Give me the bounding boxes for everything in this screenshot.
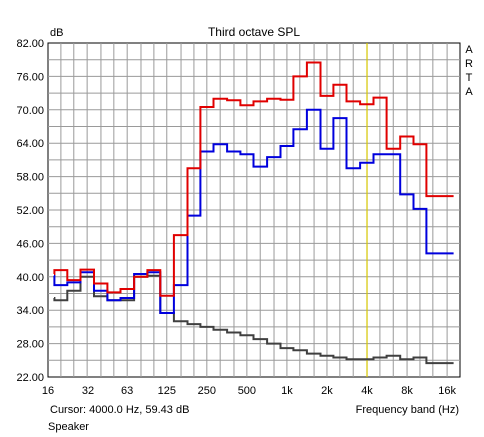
x-tick-label: 8k: [401, 385, 413, 397]
y-tick-label: 58.00: [16, 172, 44, 184]
y-tick-label: 76.00: [16, 71, 44, 83]
y-tick-label: 34.00: [16, 305, 44, 317]
chart-title: Third octave SPL: [208, 25, 300, 39]
watermark-letter: A: [465, 86, 473, 98]
y-tick-label: 52.00: [16, 205, 44, 217]
y-tick-label: 82.00: [16, 38, 44, 50]
grid: [48, 43, 460, 377]
x-tick-label: 250: [198, 385, 216, 397]
x-tick-label: 2k: [321, 385, 333, 397]
x-tick-label: 125: [158, 385, 176, 397]
cursor-readout: Cursor: 4000.0 Hz, 59.43 dB: [50, 404, 189, 416]
y-axis-label: dB: [50, 27, 63, 39]
x-tick-label: 16: [42, 385, 54, 397]
x-axis-label: Frequency band (Hz): [356, 404, 459, 416]
watermark-letter: T: [466, 72, 473, 84]
x-tick-label: 1k: [281, 385, 293, 397]
watermark-letter: A: [465, 44, 473, 56]
y-tick-label: 64.00: [16, 138, 44, 150]
watermark-letter: R: [465, 58, 473, 70]
series-line: [53, 108, 454, 314]
x-tick-label: 16k: [438, 385, 456, 397]
y-tick-label: 70.00: [16, 105, 44, 117]
channel-label: Speaker: [48, 421, 89, 433]
x-tick-label: 63: [121, 385, 133, 397]
x-tick-labels: 16 32 63 125 250 500 1k 2k 4k 8k 16k: [42, 385, 457, 397]
x-tick-label: 500: [238, 385, 256, 397]
y-tick-label: 40.00: [16, 272, 44, 284]
series-layer: [53, 61, 454, 365]
x-tick-label: 4k: [361, 385, 373, 397]
y-tick-labels: 82.00 76.00 70.00 64.00 58.00 52.00 46.00 40.00…: [16, 38, 44, 384]
series-line: [53, 61, 454, 297]
x-tick-label: 32: [82, 385, 94, 397]
y-tick-label: 28.00: [16, 339, 44, 351]
y-tick-label: 22.00: [16, 372, 44, 384]
y-tick-label: 46.00: [16, 238, 44, 250]
